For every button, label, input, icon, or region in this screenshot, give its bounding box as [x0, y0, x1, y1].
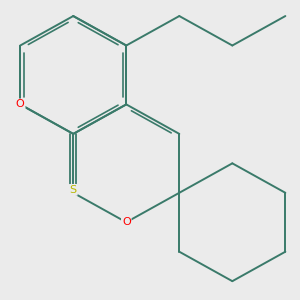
Text: O: O [122, 217, 131, 227]
Text: O: O [16, 99, 25, 110]
Text: S: S [70, 185, 77, 195]
